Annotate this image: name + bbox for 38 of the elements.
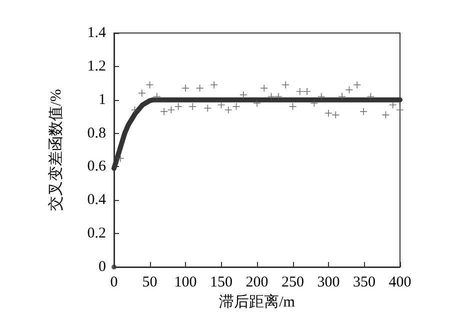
y-tick-label: 0.6 (87, 158, 106, 175)
x-tick-label: 150 (210, 274, 232, 290)
point (396, 106, 404, 114)
y-tick-label: 1.4 (87, 25, 106, 41)
point (116, 154, 124, 162)
y-tick-label: 0 (98, 259, 106, 275)
x-tick-label: 50 (142, 274, 158, 290)
point (318, 93, 325, 100)
point (160, 108, 168, 116)
x-tick-label: 250 (282, 274, 304, 290)
point (304, 88, 311, 95)
x-tick-label: 0 (110, 274, 118, 290)
point (224, 106, 232, 114)
point (174, 103, 182, 110)
point (182, 84, 189, 92)
point (189, 103, 196, 110)
x-tick-label: 300 (317, 274, 340, 290)
point (112, 264, 116, 270)
point (338, 93, 346, 100)
point (240, 91, 247, 98)
x-tick-label: 100 (174, 274, 197, 290)
point (360, 108, 368, 116)
x-tick-label: 400 (388, 274, 412, 290)
y-tick-label: 0.8 (87, 125, 106, 142)
point (260, 84, 268, 92)
point (389, 101, 396, 108)
x-tick-label: 200 (246, 274, 268, 290)
point (296, 88, 304, 95)
y-axis-title: 交叉变差函数值/% (48, 89, 64, 211)
point (332, 111, 340, 118)
y-tick-label: 0.4 (87, 192, 106, 208)
x-tick-label: 350 (353, 274, 376, 290)
x-axis-title: 滞后距离/m (219, 294, 296, 310)
y-tick-label: 0.2 (87, 226, 106, 242)
y-tick-label: 1 (98, 92, 106, 108)
y-tick-label: 1.2 (87, 58, 106, 74)
point (153, 93, 160, 100)
point (274, 93, 282, 100)
